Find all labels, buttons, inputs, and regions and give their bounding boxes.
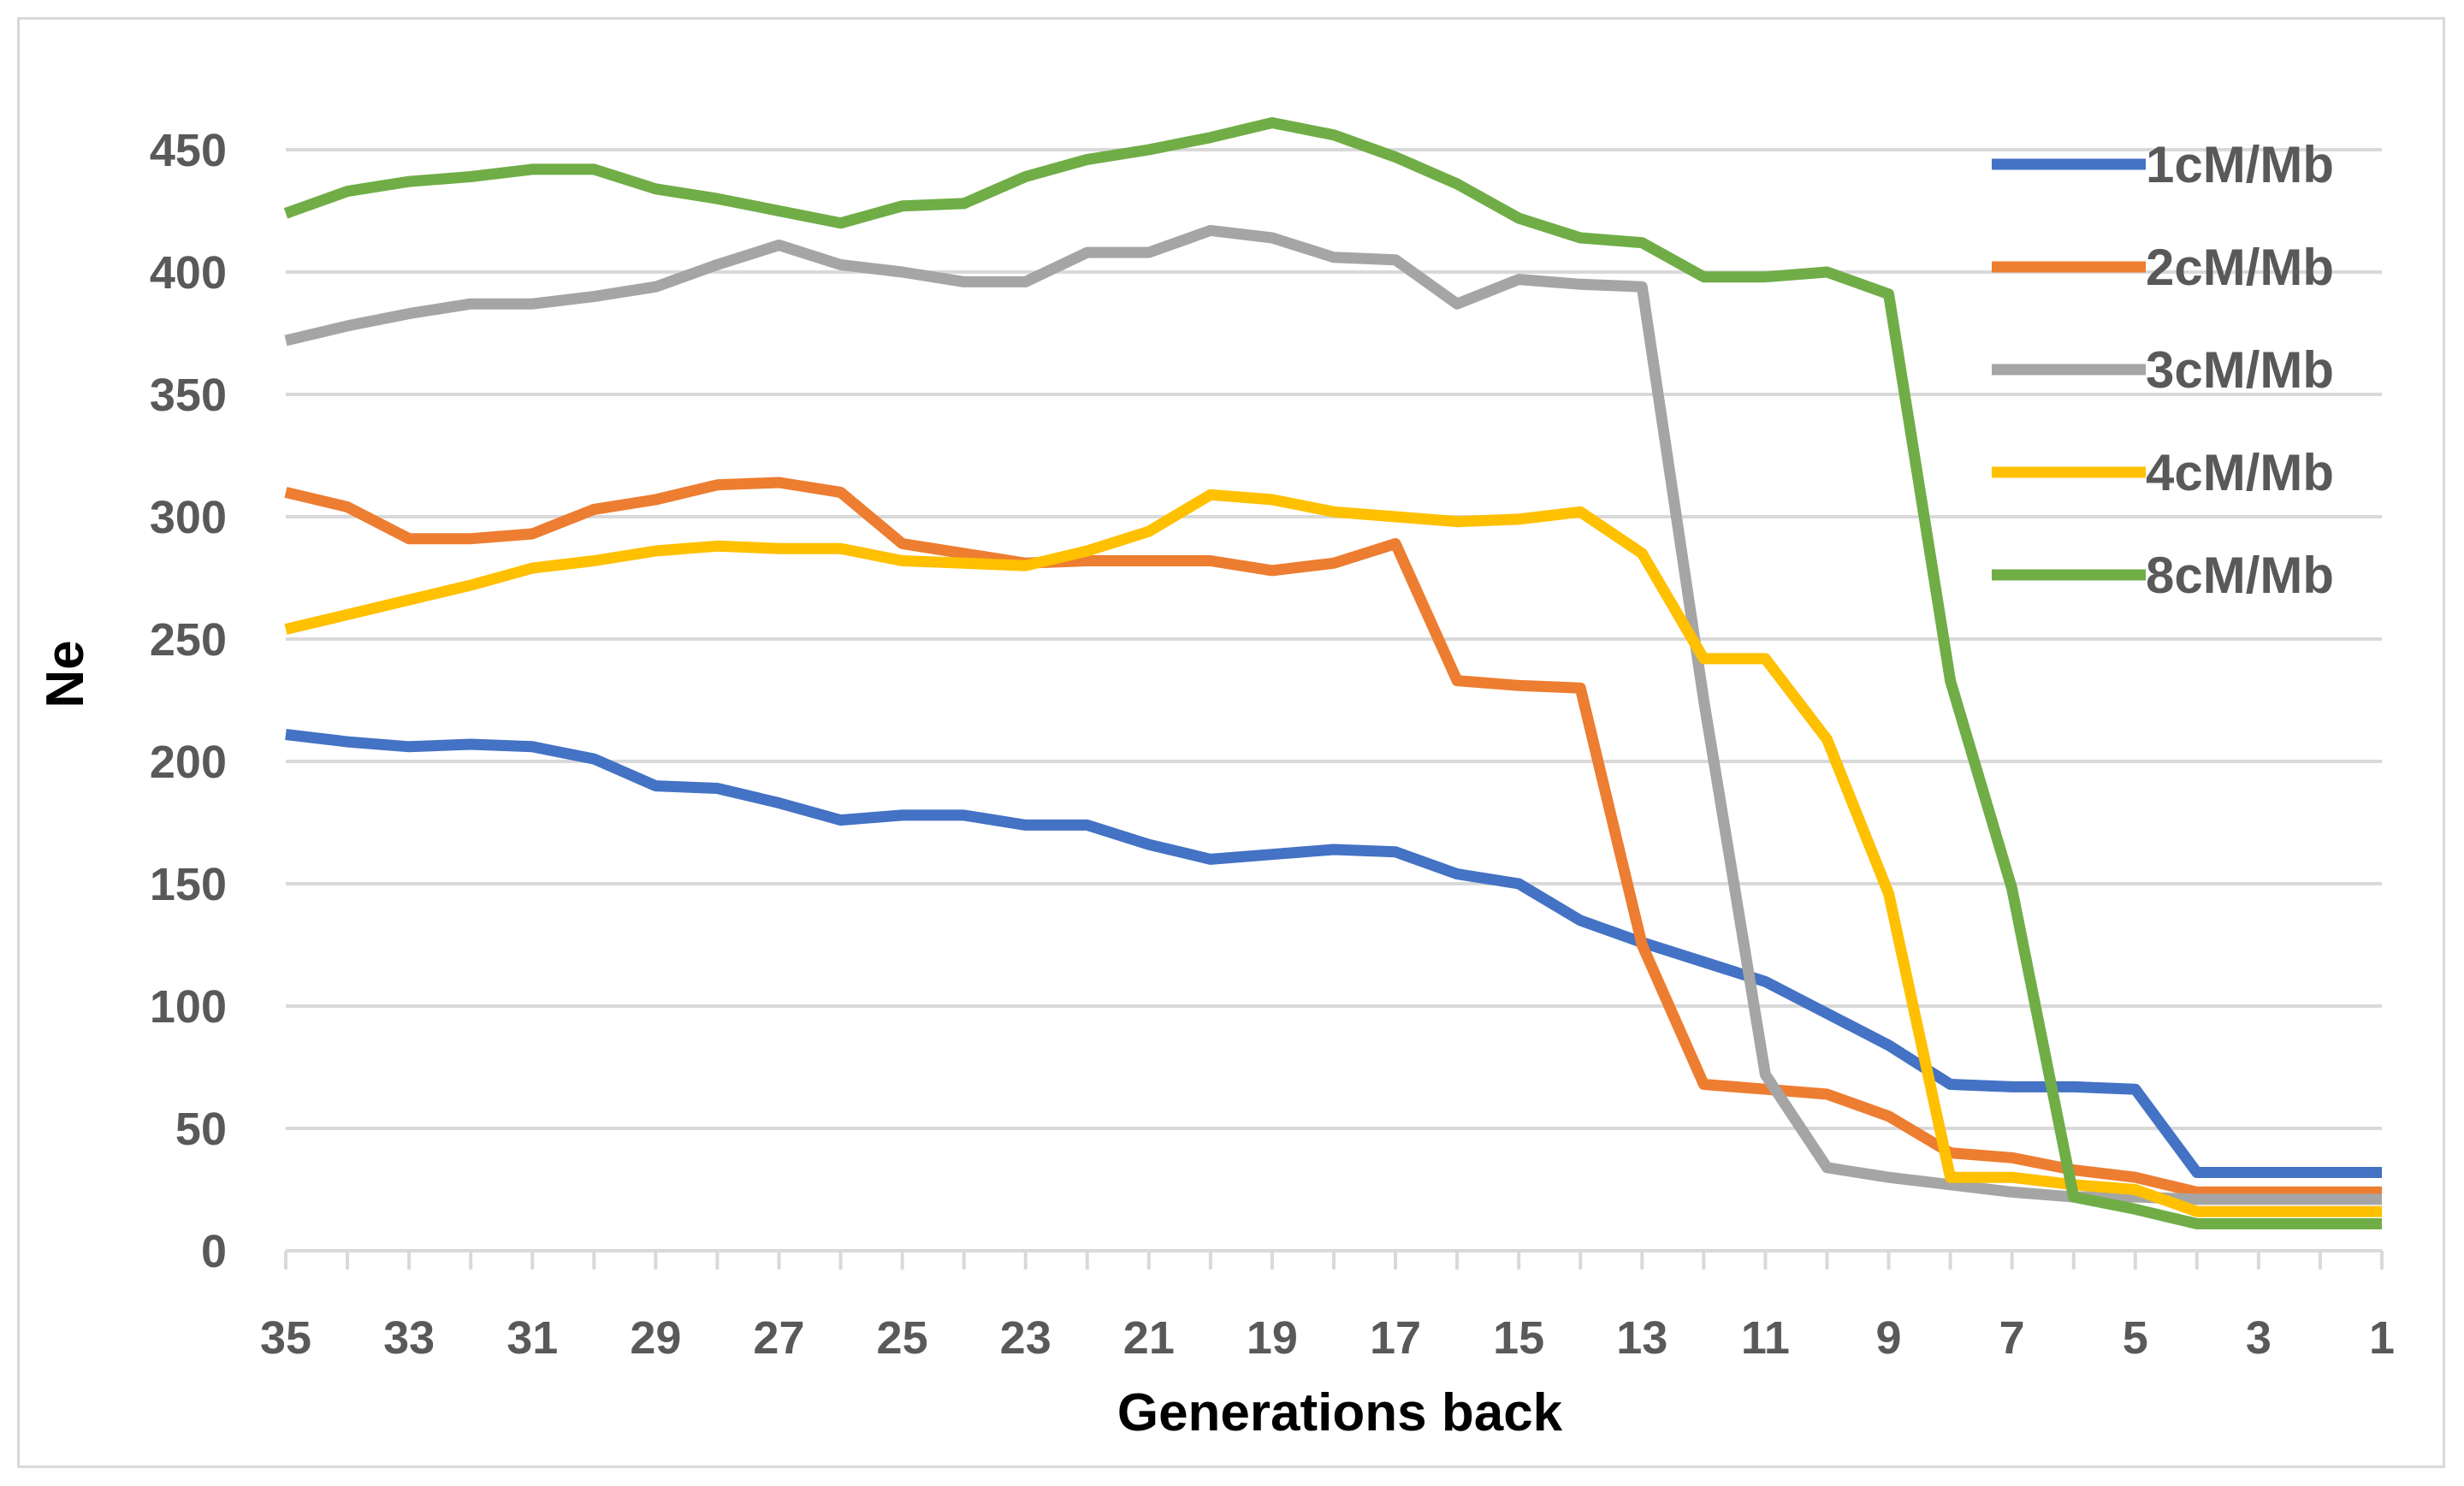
series-line-2cmmb <box>284 477 2382 1198</box>
series-line-4cmmb <box>284 488 2382 1217</box>
series-line-1cmmb <box>285 729 2382 1178</box>
axes <box>284 1249 2384 1270</box>
x-tick-label: 31 <box>506 1312 558 1364</box>
y-tick-label: 350 <box>150 370 227 421</box>
y-tick-labels: 0 50 100 150 200 250 300 350 400 450 <box>150 125 227 1277</box>
x-tick-label: 11 <box>1741 1312 1790 1364</box>
y-tick-label: 250 <box>150 614 227 666</box>
legend-label-1cmmb: 1cM/Mb <box>2146 136 2334 193</box>
y-tick-label: 0 <box>201 1226 227 1277</box>
x-tick-label: 9 <box>1876 1312 1902 1364</box>
legend-label-2cmmb: 2cM/Mb <box>2146 239 2334 296</box>
x-tick-label: 15 <box>1493 1312 1544 1364</box>
x-tick-label: 17 <box>1370 1312 1421 1364</box>
x-tick-label: 25 <box>877 1312 928 1364</box>
legend-label-8cmmb: 8cM/Mb <box>2146 547 2334 604</box>
y-tick-label: 400 <box>150 247 227 299</box>
x-tick-label: 5 <box>2123 1312 2148 1364</box>
y-tick-label: 150 <box>150 859 227 910</box>
x-tick-label: 29 <box>630 1312 681 1364</box>
x-axis-title: Generations back <box>1117 1383 1563 1442</box>
x-tick-label: 7 <box>1999 1312 2025 1364</box>
y-tick-label: 50 <box>175 1104 227 1155</box>
x-tick-label: 27 <box>753 1312 804 1364</box>
x-tick-label: 33 <box>383 1312 435 1364</box>
legend-label-4cmmb: 4cM/Mb <box>2146 444 2334 501</box>
x-tick-label: 19 <box>1247 1312 1298 1364</box>
x-tick-label: 23 <box>1000 1312 1051 1364</box>
y-axis-title: Ne <box>36 640 95 707</box>
y-tick-label: 300 <box>150 492 227 543</box>
series-line-3cmmb <box>284 224 2382 1205</box>
series-lines <box>283 117 2382 1229</box>
y-tick-label: 100 <box>150 981 227 1033</box>
y-tick-label: 450 <box>150 125 227 176</box>
legend-label-3cmmb: 3cM/Mb <box>2146 341 2334 399</box>
x-tick-labels: 35 33 31 29 27 25 23 21 19 17 15 13 11 9 7 5 3 1 <box>260 1312 2395 1364</box>
x-tick-label: 1 <box>2369 1312 2395 1364</box>
x-tick-label: 35 <box>260 1312 311 1364</box>
legend: 1cM/Mb 2cM/Mb 3cM/Mb 4cM/Mb 8cM/Mb <box>1992 136 2334 604</box>
x-tick-label: 21 <box>1123 1312 1175 1364</box>
x-tick-label: 3 <box>2246 1312 2272 1364</box>
y-tick-label: 200 <box>150 737 227 788</box>
series-line-8cmmb <box>283 117 2382 1229</box>
x-tick-label: 13 <box>1616 1312 1667 1364</box>
